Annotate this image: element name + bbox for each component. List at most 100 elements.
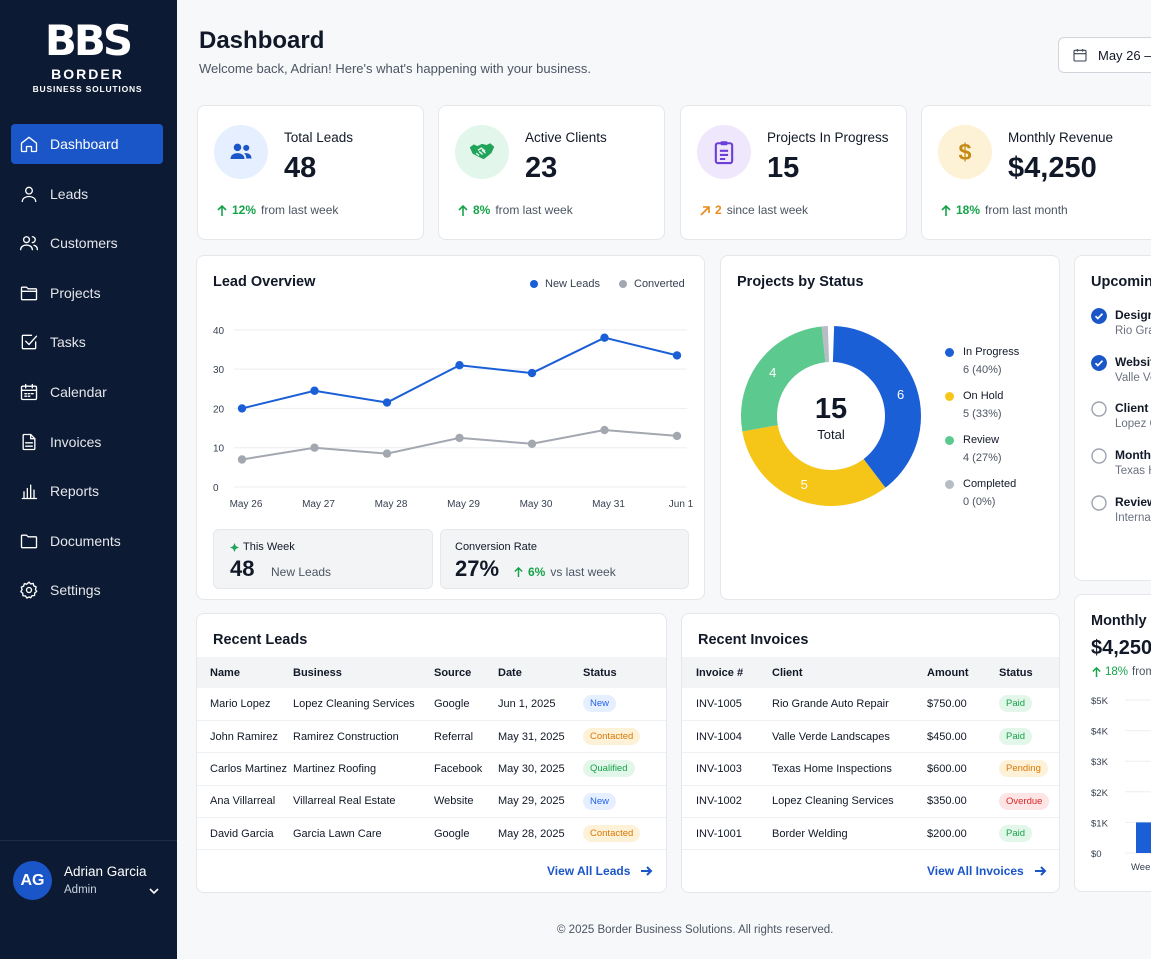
y-tick-label: 40 [213,326,225,337]
table-row[interactable]: David Garcia Garcia Lawn Care Google May 28… [197,817,666,851]
kpi-delta-text: since last week [726,203,809,217]
table-row[interactable]: INV-1001 Border Welding $200.00 Paid [682,817,1059,851]
brand-logo[interactable]: BBS BORDER BUSINESS SOLUTIONS [20,20,155,95]
legend-label: New Leads [545,278,601,290]
donut-slice[interactable] [832,326,921,488]
kpi-label: Monthly Revenue [1008,130,1114,145]
kpi-card-monthly-revenue[interactable]: $ Monthly Revenue $4,250 18% from last m… [921,105,1151,240]
legend-dot [945,391,954,401]
donut-slice[interactable] [742,425,886,506]
empty-circle-icon[interactable] [1091,401,1107,417]
status-badge: Contacted [583,728,641,746]
slice-label: 6 [897,387,904,402]
legend-review: Review 4 (27%) [945,434,1002,464]
column-header[interactable]: Date [498,657,583,688]
legend-label: Review [963,434,1000,446]
column-header[interactable]: Source [434,657,498,688]
date-range-picker[interactable]: May 26 – [1058,37,1151,73]
folder-icon [20,534,38,549]
sidebar-item-customers[interactable]: Customers [11,223,163,263]
card-title: Upcoming [1091,274,1151,290]
column-header[interactable]: Invoice # [682,657,772,688]
sidebar-item-dashboard[interactable]: Dashboard [11,124,163,164]
data-point [310,386,319,395]
revenue-bar[interactable] [1136,822,1151,853]
monthly-revenue-card: Monthly R $4,250 18% from $5K $4K $3K $2K $1… [1074,594,1151,892]
table-row[interactable]: INV-1004 Valle Verde Landscapes $450.00 Pai… [682,720,1059,754]
y-tick-label: 0 [213,483,219,494]
upcoming-title: Client p [1115,401,1151,415]
legend-on-hold: On Hold 5 (33%) [945,390,1003,420]
table-cell: Carlos Martinez [197,752,293,786]
column-header[interactable]: Business [293,657,434,688]
kpi-delta: 18% from last month [940,203,1068,217]
chevron-down-icon[interactable] [148,885,160,897]
gear-icon [20,581,38,600]
table-cell: Google [434,817,498,851]
column-header[interactable]: Name [197,657,293,688]
column-header[interactable]: Amount [927,657,999,688]
conversion-delta-text: vs last week [550,565,616,579]
upcoming-title: Design [1115,308,1151,322]
date-range-label: May 26 – [1098,47,1151,63]
column-header[interactable]: Client [772,657,927,688]
table-row[interactable]: INV-1005 Rio Grande Auto Repair $750.00 Pai… [682,688,1059,721]
sidebar-item-tasks[interactable]: Tasks [11,322,163,362]
table-cell: $350.00 [927,785,999,819]
sidebar-item-invoices[interactable]: Invoices [11,422,163,462]
table-cell: Ramirez Construction [293,720,434,754]
sidebar-item-label: Settings [50,582,101,599]
status-cell: New [583,688,666,721]
kpi-delta-value: 2 [715,203,722,217]
column-header[interactable]: Status [583,657,666,688]
column-header[interactable]: Status [999,657,1059,688]
slice-label: 4 [769,365,776,380]
sidebar-item-leads[interactable]: Leads [11,174,163,214]
table-row[interactable]: Ana Villarreal Villarreal Real Estate Webs… [197,785,666,819]
table-cell: Facebook [434,752,498,786]
card-title: Recent Invoices [698,632,809,648]
sidebar-item-calendar[interactable]: Calendar [11,372,163,412]
donut-slice[interactable] [741,326,826,432]
sidebar-item-documents[interactable]: Documents [11,521,163,561]
avatar: AG [13,861,52,900]
table-row[interactable]: INV-1003 Texas Home Inspections $600.00 Pen… [682,752,1059,786]
table-row[interactable]: INV-1002 Lopez Cleaning Services $350.00 Ov… [682,785,1059,819]
kpi-card-active-clients[interactable]: Active Clients 23 8% from last week [438,105,665,240]
empty-circle-icon[interactable] [1091,495,1107,511]
home-icon [20,136,38,153]
y-tick-label: $0 [1091,849,1102,860]
data-point [237,404,247,413]
view-all-invoices-link[interactable]: View All Invoices [927,864,1047,878]
page-title: Dashboard [199,27,325,54]
user-menu[interactable]: AG Adrian Garcia Admin [0,840,177,959]
status-badge: Qualified [583,760,635,778]
monthly-revenue-delta-value: 18% [1105,666,1129,678]
table-row[interactable]: Carlos Martinez Martinez Roofing Facebook M… [197,752,666,786]
kpi-card-total-leads[interactable]: Total Leads 48 12% from last week [197,105,424,240]
kpi-value: $4,250 [1008,152,1097,184]
status-cell: Contacted [583,817,666,851]
sidebar-item-settings[interactable]: Settings [11,570,163,610]
sidebar-item-reports[interactable]: Reports [11,471,163,511]
check-circle-icon[interactable] [1091,355,1107,371]
arrow-up-icon [458,204,468,216]
check-circle-icon[interactable] [1091,308,1107,324]
calendar-icon [20,383,38,401]
y-tick-label: $4K [1091,727,1109,738]
projects-donut-chart: 15 Total 6 5 4 [741,326,921,506]
view-all-leads-link[interactable]: View All Leads [547,864,653,878]
table-row[interactable]: Mario Lopez Lopez Cleaning Services Google… [197,688,666,721]
table-row[interactable]: John Ramirez Ramirez Construction Referral… [197,720,666,754]
sidebar-item-label: Leads [50,185,89,202]
calendar-icon [1073,49,1087,62]
document-icon [22,433,36,450]
sparkle-icon [230,542,239,552]
sidebar-item-projects[interactable]: Projects [11,273,163,313]
donut-slice[interactable] [821,326,830,363]
kpi-card-projects-in-progress[interactable]: Projects In Progress 15 2 since last wee… [680,105,907,240]
table-cell: Website [434,785,498,819]
table-cell: John Ramirez [197,720,293,754]
empty-circle-icon[interactable] [1091,448,1107,464]
users-icon [230,143,252,159]
